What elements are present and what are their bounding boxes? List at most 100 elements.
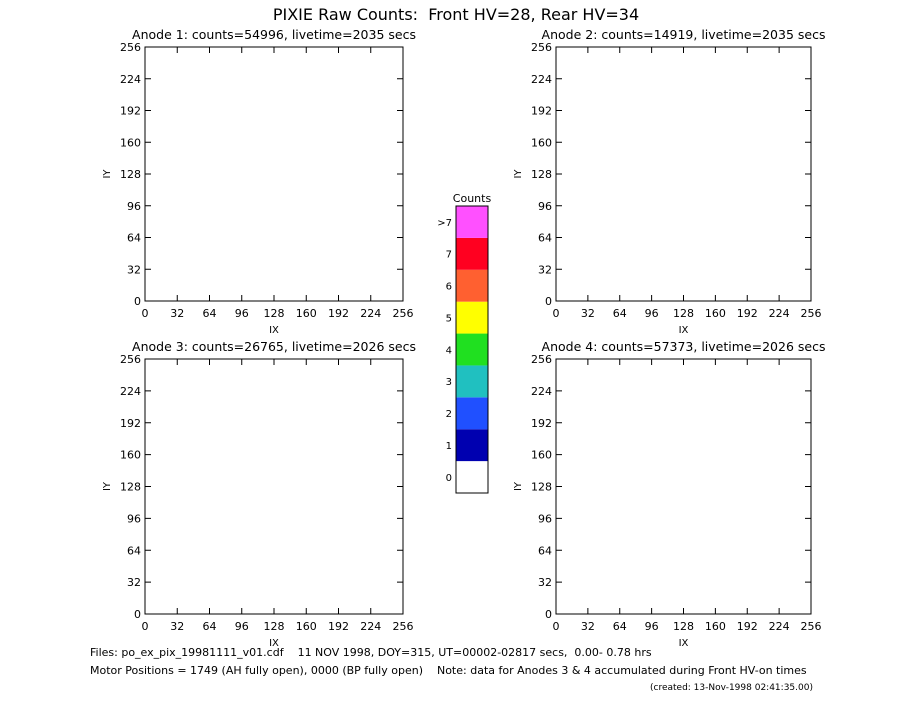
y-tick-label: 0 (545, 295, 552, 308)
x-tick-label: 128 (673, 620, 694, 633)
y-tick-label: 256 (120, 41, 141, 54)
x-tick-label: 32 (170, 620, 184, 633)
y-tick-label: 32 (538, 576, 552, 589)
x-tick-label: 256 (393, 307, 414, 320)
y-tick-label: 32 (127, 263, 141, 276)
x-tick-label: 96 (645, 620, 659, 633)
x-tick-label: 32 (170, 307, 184, 320)
x-tick-label: 256 (801, 620, 822, 633)
y-tick-label: 64 (127, 232, 141, 245)
x-tick-label: 224 (769, 307, 790, 320)
x-tick-label: 160 (296, 620, 317, 633)
y-tick-label: 192 (120, 417, 141, 430)
y-tick-label: 160 (120, 136, 141, 149)
y-tick-label: 256 (531, 353, 552, 366)
x-tick-label: 128 (264, 620, 285, 633)
colorbar-swatch (456, 269, 488, 302)
x-tick-label: 128 (673, 307, 694, 320)
y-tick-label: 192 (531, 417, 552, 430)
panel-title: Anode 3: counts=26765, livetime=2026 sec… (132, 339, 416, 354)
y-tick-label: 96 (538, 200, 552, 213)
x-tick-label: 64 (203, 307, 217, 320)
y-tick-label: 192 (531, 105, 552, 118)
footer-line: Files: po_ex_pix_19981111_v01.cdf 11 NOV… (90, 646, 652, 659)
y-tick-label: 256 (120, 353, 141, 366)
x-tick-label: 0 (553, 307, 560, 320)
y-axis-label: IY (513, 481, 524, 491)
y-tick-label: 32 (127, 576, 141, 589)
x-tick-label: 160 (705, 620, 726, 633)
y-tick-label: 224 (531, 73, 552, 86)
colorbar-swatch (456, 301, 488, 334)
colorbar-label: 5 (446, 313, 452, 324)
x-tick-label: 256 (801, 307, 822, 320)
colorbar-swatch (456, 429, 488, 462)
x-tick-label: 192 (328, 620, 349, 633)
y-tick-label: 128 (531, 481, 552, 494)
x-tick-label: 96 (645, 307, 659, 320)
y-tick-label: 96 (127, 512, 141, 525)
y-axis-label: IY (102, 481, 113, 491)
colorbar-label: 6 (446, 282, 452, 293)
x-tick-label: 160 (296, 307, 317, 320)
colorbar-label: 2 (446, 409, 452, 420)
x-tick-label: 64 (613, 620, 627, 633)
colorbar-swatch (456, 237, 488, 270)
y-tick-label: 160 (531, 449, 552, 462)
colorbar-swatch (456, 206, 488, 238)
x-tick-label: 32 (581, 620, 595, 633)
colorbar-swatch (456, 397, 488, 430)
y-tick-label: 128 (531, 168, 552, 181)
y-tick-label: 128 (120, 168, 141, 181)
y-tick-label: 224 (120, 73, 141, 86)
figure-title: PIXIE Raw Counts: Front HV=28, Rear HV=3… (273, 5, 639, 24)
colorbar-swatch (456, 365, 488, 398)
x-axis-label: IX (679, 638, 689, 649)
y-tick-label: 160 (531, 136, 552, 149)
y-tick-label: 256 (531, 41, 552, 54)
x-tick-label: 64 (613, 307, 627, 320)
colorbar-label: 7 (446, 250, 452, 261)
y-tick-label: 224 (531, 385, 552, 398)
x-tick-label: 192 (737, 620, 758, 633)
x-tick-label: 0 (142, 307, 149, 320)
y-tick-label: 32 (538, 263, 552, 276)
y-tick-label: 64 (538, 544, 552, 557)
x-tick-label: 64 (203, 620, 217, 633)
colorbar-swatch (456, 461, 488, 493)
x-tick-label: 96 (235, 620, 249, 633)
colorbar-label: 1 (446, 441, 452, 452)
panel-title: Anode 2: counts=14919, livetime=2035 sec… (542, 27, 826, 42)
y-tick-label: 96 (538, 512, 552, 525)
x-tick-label: 32 (581, 307, 595, 320)
colorbar-frame (455, 205, 489, 494)
y-tick-label: 0 (134, 295, 141, 308)
x-axis-label: IX (679, 325, 689, 336)
y-tick-label: 0 (134, 608, 141, 621)
x-tick-label: 256 (393, 620, 414, 633)
x-tick-label: 192 (737, 307, 758, 320)
y-tick-label: 160 (120, 449, 141, 462)
footer-line: Motor Positions = 1749 (AH fully open), … (90, 664, 807, 677)
x-tick-label: 224 (769, 620, 790, 633)
x-tick-label: 0 (553, 620, 560, 633)
y-tick-label: 64 (127, 544, 141, 557)
y-tick-label: 64 (538, 232, 552, 245)
x-tick-label: 224 (360, 620, 381, 633)
panel-title: Anode 4: counts=57373, livetime=2026 sec… (542, 339, 826, 354)
x-tick-label: 96 (235, 307, 249, 320)
colorbar-label: 4 (446, 345, 452, 356)
x-axis-label: IX (269, 325, 279, 336)
panel-title: Anode 1: counts=54996, livetime=2035 sec… (132, 27, 416, 42)
y-tick-label: 0 (545, 608, 552, 621)
colorbar-swatch (456, 333, 488, 366)
y-tick-label: 224 (120, 385, 141, 398)
x-axis-label: IX (269, 638, 279, 649)
y-axis-label: IY (102, 169, 113, 179)
x-tick-label: 160 (705, 307, 726, 320)
y-axis-label: IY (513, 169, 524, 179)
colorbar-label: 3 (446, 377, 452, 388)
colorbar-title: Counts (453, 192, 492, 205)
